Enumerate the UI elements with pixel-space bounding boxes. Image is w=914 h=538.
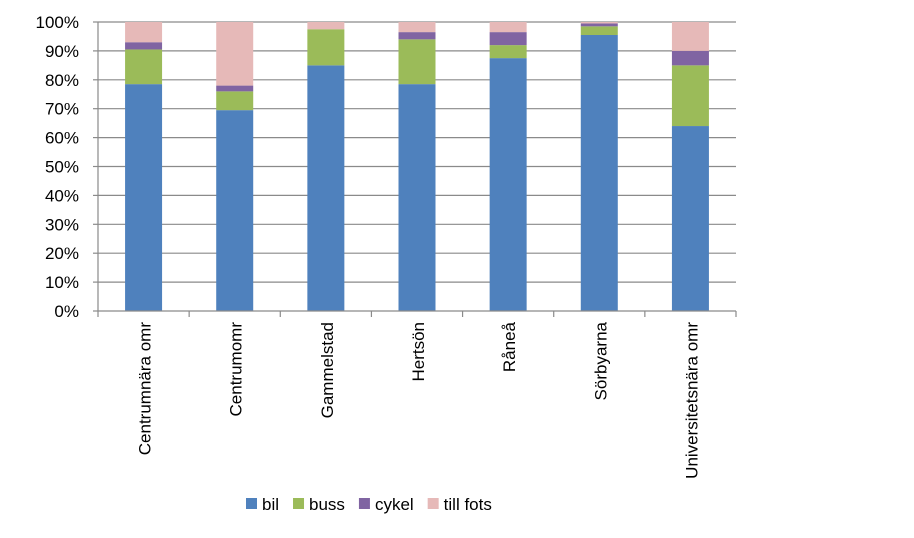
y-tick-label: 10% (45, 273, 79, 292)
x-tick-label: Råneå (500, 321, 519, 372)
legend-swatch (427, 498, 439, 509)
y-tick-label: 80% (45, 71, 79, 90)
legend-swatch (293, 498, 305, 509)
bar-segment-till-fots (125, 22, 163, 43)
x-tick-label: Gammelstad (318, 322, 337, 418)
axes (93, 21, 737, 317)
y-tick-label: 20% (45, 244, 79, 263)
legend-label: buss (309, 495, 345, 514)
bar-segment-cykel (580, 23, 618, 27)
x-tick-label: Centrumnära omr (136, 322, 155, 456)
bar-segment-buss (216, 91, 254, 111)
bar-segment-cykel (125, 42, 163, 50)
bar-segment-bil (671, 126, 709, 311)
bar-segment-buss (307, 29, 345, 66)
y-tick-label: 70% (45, 100, 79, 119)
bar-stacks (125, 22, 709, 312)
y-tick-label: 90% (45, 42, 79, 61)
bar-segment-bil (580, 35, 618, 311)
bar-segment-till-fots (216, 22, 254, 86)
x-tick-label: Universitetsnära omr (682, 322, 701, 479)
bar-segment-bil (216, 110, 254, 312)
bar-segment-cykel (489, 32, 527, 46)
bar-segment-bil (125, 84, 163, 311)
bar-stack-sorbyarna (580, 22, 618, 311)
legend-swatch (358, 498, 370, 509)
bar-segment-bil (489, 58, 527, 311)
x-tick-label: Hertsön (409, 322, 428, 382)
bar-stack-ranea (489, 22, 527, 311)
x-tick-labels: Centrumnära omr Centrumomr Gammelstad Herts… (136, 321, 702, 478)
legend-label: till fots (444, 495, 492, 514)
x-tick-label: Sörbyarna (591, 321, 610, 400)
legend-item-buss: buss (293, 495, 345, 514)
bar-segment-till-fots (671, 22, 709, 51)
y-tick-label: 100% (36, 13, 79, 32)
bar-segment-till-fots (307, 22, 345, 30)
bar-segment-buss (125, 49, 163, 85)
bar-stack-universitetsnara-omr (671, 22, 709, 311)
bar-stack-gammelstad (307, 22, 345, 311)
y-tick-label: 50% (45, 158, 79, 177)
x-tick-label: Centrumomr (227, 322, 246, 417)
bar-segment-buss (489, 45, 527, 59)
bar-segment-till-fots (398, 22, 436, 33)
legend-label: bil (262, 495, 279, 514)
bar-segment-bil (398, 84, 436, 311)
y-tick-labels: 0% 10% 20% 30% 40% 50% 60% 70% 80% 90% 100% (36, 13, 79, 321)
bar-segment-buss (398, 39, 436, 85)
bar-segment-bil (307, 65, 345, 311)
bar-segment-buss (671, 65, 709, 127)
y-tick-label: 60% (45, 129, 79, 148)
legend-item-bil: bil (246, 495, 279, 514)
bar-stack-centrumnara-omr (125, 22, 163, 311)
bar-segment-buss (580, 26, 618, 36)
legend: bil buss cykel till fots (246, 495, 492, 514)
y-tick-label: 0% (54, 302, 79, 321)
legend-item-cykel: cykel (358, 495, 414, 514)
bar-segment-cykel (671, 50, 709, 66)
bar-stack-centrumomr (216, 22, 254, 312)
legend-item-till-fots: till fots (427, 495, 492, 514)
y-tick-label: 30% (45, 215, 79, 234)
legend-swatch (246, 498, 257, 509)
bar-stack-hertson (398, 22, 436, 311)
legend-label: cykel (375, 495, 414, 514)
bar-segment-till-fots (489, 22, 527, 33)
bar-segment-cykel (216, 85, 254, 92)
bar-segment-cykel (398, 32, 436, 40)
y-tick-label: 40% (45, 186, 79, 205)
bar-segment-till-fots (580, 22, 618, 24)
